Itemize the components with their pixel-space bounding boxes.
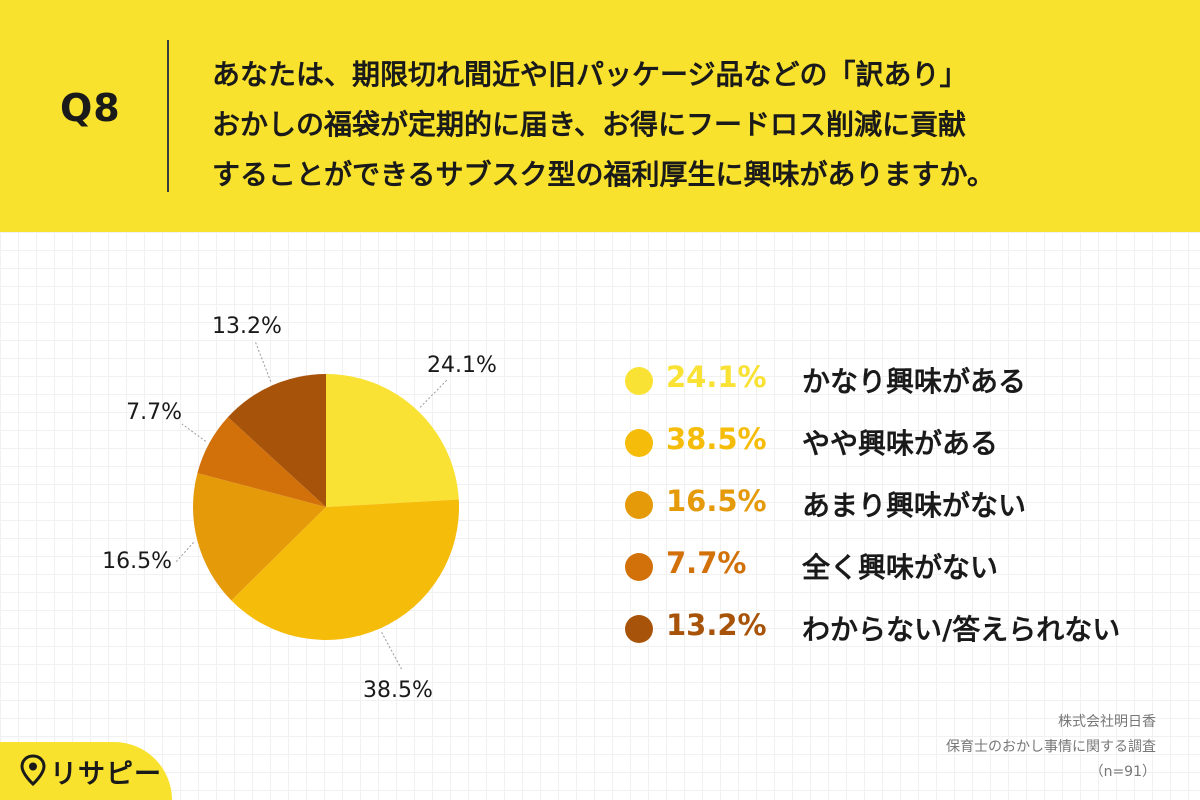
leader-line [174,541,195,564]
legend-percent: 7.7% [666,546,747,580]
legend-percent: 38.5% [666,422,767,456]
source-survey: 保育士のおかし事情に関する調査 [946,739,1156,755]
pie-slice [197,417,326,507]
logo: リサピー [0,742,172,800]
pie-slice [231,499,460,640]
slice-percent-label: 38.5% [363,678,433,703]
legend-color-dot [625,429,653,457]
legend-item: 38.5% やや興味がある [620,414,1180,476]
legend-color-dot [625,491,653,519]
source-sample-size: （n=91） [1089,764,1156,780]
slice-percent-label: 13.2% [212,314,282,339]
question-number: Q8 [60,86,121,130]
legend-label: かなり興味がある [802,365,1027,398]
legend-label: あまり興味がない [802,489,1027,522]
legend: 24.1% かなり興味がある 38.5% やや興味がある 16.5% あまり興味… [620,352,1180,662]
legend-label: わからない/答えられない [802,613,1121,646]
legend-percent: 16.5% [666,484,767,518]
map-pin-icon [20,754,46,786]
legend-label: やや興味がある [802,427,999,460]
pie-slice [326,374,459,507]
legend-percent: 13.2% [666,608,767,642]
legend-item: 13.2% わからない/答えられない [620,600,1180,662]
legend-item: 24.1% かなり興味がある [620,352,1180,414]
source-note: 株式会社明日香 保育士のおかし事情に関する調査 （n=91） [946,710,1156,785]
legend-item: 16.5% あまり興味がない [620,476,1180,538]
pie-slice [193,473,326,601]
legend-percent: 24.1% [666,360,767,394]
question-line: することができるサブスク型の福利厚生に興味がありますか。 [212,158,995,191]
legend-color-dot [625,553,653,581]
logo-text: リサピー [50,759,162,790]
pie-slice [227,374,326,507]
leader-line [254,340,272,382]
legend-item: 7.7% 全く興味がない [620,538,1180,600]
leader-line [181,423,207,442]
source-company: 株式会社明日香 [1058,714,1156,730]
legend-label: 全く興味がない [802,551,999,584]
question-text: あなたは、期限切れ間近や旧パッケージ品などの「訳あり」 おかしの福袋が定期的に届… [212,50,1172,200]
slice-percent-label: 16.5% [102,549,172,574]
legend-color-dot [625,615,653,643]
leader-line [419,379,448,408]
question-divider [167,40,169,192]
question-line: おかしの福袋が定期的に届き、お得にフードロス削減に貢献 [212,108,967,141]
slice-percent-label: 24.1% [427,353,497,378]
slice-percent-label: 7.7% [126,400,182,425]
leader-line [381,631,403,671]
question-line: あなたは、期限切れ間近や旧パッケージ品などの「訳あり」 [212,58,968,91]
legend-color-dot [625,367,653,395]
